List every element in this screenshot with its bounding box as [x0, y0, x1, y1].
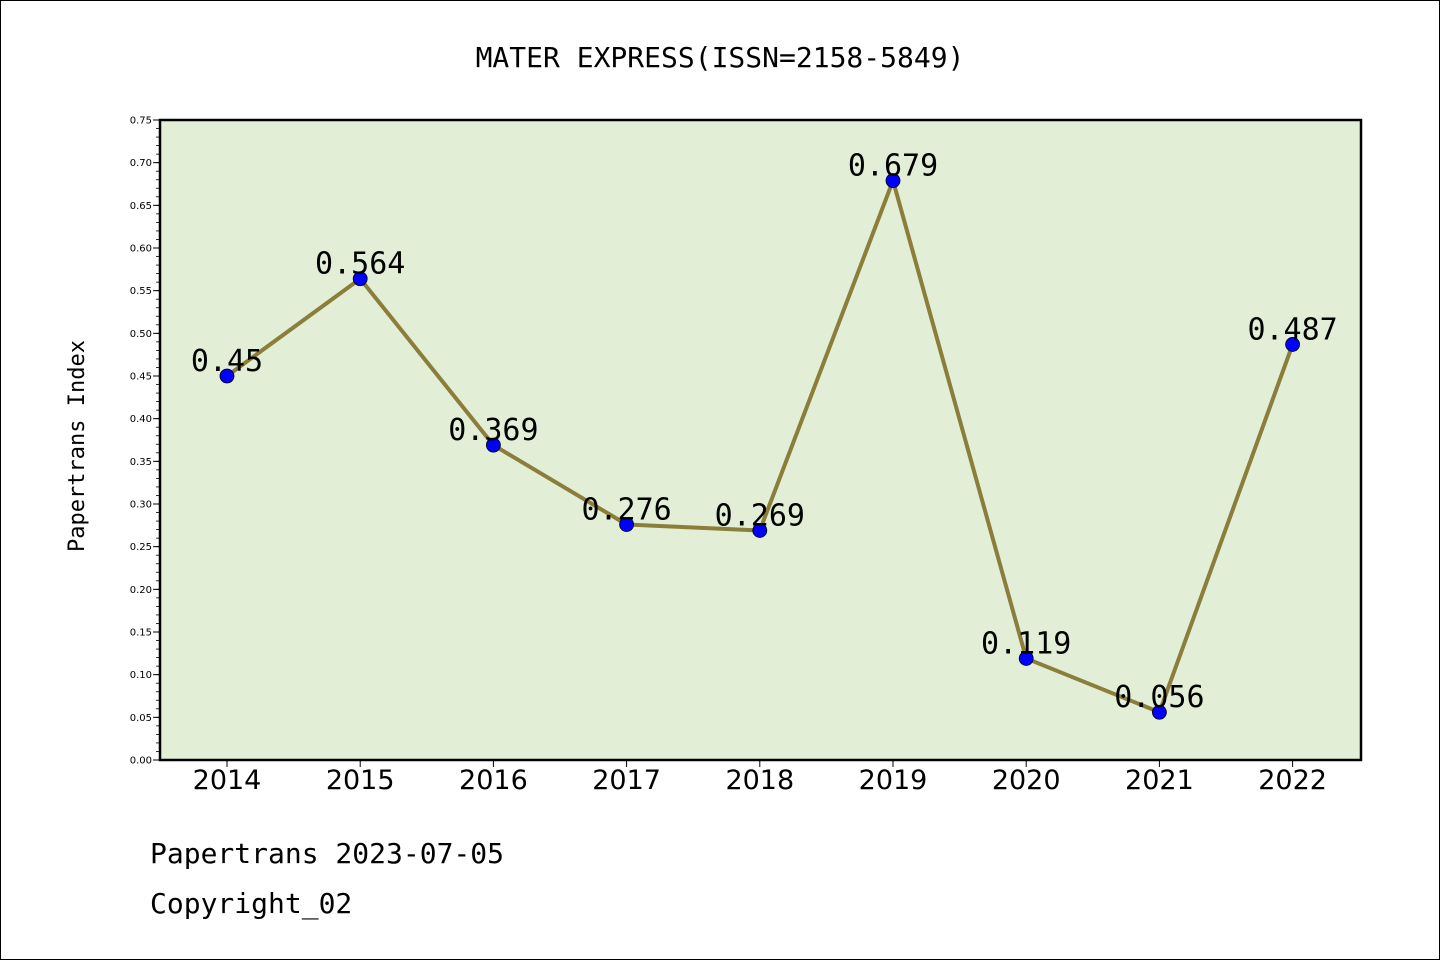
data-label: 0.487: [1247, 312, 1337, 347]
data-point: [752, 523, 768, 538]
y-tick-label: 0.75: [130, 116, 152, 127]
footer-copyright: Copyright_02: [150, 887, 352, 921]
y-tick-label: 0.15: [130, 628, 152, 639]
y-axis-label: Papertrans Index: [65, 340, 90, 552]
x-axis: 2014 2015 2016 2017 2018 2019 2020 2021 2022: [193, 760, 1327, 796]
y-tick-label: 0.40: [130, 414, 152, 425]
data-point: [885, 173, 901, 188]
data-point: [219, 368, 235, 384]
x-tick-label: 2014: [193, 765, 262, 796]
y-tick-label: 0.25: [130, 542, 152, 553]
data-point: [1285, 337, 1300, 352]
x-tick-label: 2018: [725, 765, 794, 796]
data-points: [219, 173, 1300, 720]
data-point: [619, 517, 634, 532]
data-point: [352, 271, 368, 287]
data-label: 0.056: [1114, 680, 1204, 715]
x-tick-label: 2022: [1258, 765, 1327, 796]
data-labels: 0.45 0.564 0.369 0.276 0.269 0.679 0.119 0.056 0…: [191, 149, 1338, 716]
data-label: 0.276: [581, 492, 671, 527]
y-tick-label: 0.50: [130, 329, 152, 340]
y-tick-label: 0.45: [130, 372, 152, 383]
data-point: [485, 437, 501, 453]
y-tick-label: 0.35: [130, 457, 152, 468]
y-tick-label: 0.05: [130, 713, 152, 724]
y-tick-label: 0.55: [130, 286, 152, 297]
x-tick-label: 2015: [326, 765, 395, 796]
y-tick-label: 0.60: [130, 244, 152, 255]
y-axis: 0.00 0.05 0.10 0.15 0.20 0.25 0.30 0.35 0.40 0.45…: [130, 116, 160, 767]
footer-date: Papertrans 2023-07-05: [150, 837, 504, 870]
x-tick-label: 2019: [859, 765, 928, 796]
data-label: 0.269: [715, 498, 805, 533]
y-tick-label: 0.20: [130, 585, 152, 596]
data-label: 0.45: [191, 344, 263, 379]
x-tick-label: 2020: [992, 765, 1061, 796]
data-label: 0.564: [315, 247, 405, 282]
plot-area: [160, 120, 1361, 760]
y-tick-label: 0.30: [130, 500, 152, 511]
data-label: 0.369: [448, 413, 538, 448]
y-tick-label: 0.70: [130, 158, 152, 169]
x-tick-label: 2016: [459, 765, 528, 796]
plot-border: [158, 118, 1363, 762]
data-point: [1018, 651, 1034, 666]
chart-title: MATER EXPRESS(ISSN=2158-5849): [476, 41, 965, 74]
x-tick-label: 2021: [1125, 765, 1194, 796]
x-tick-label: 2017: [592, 765, 661, 796]
y-tick-label: 0.00: [130, 756, 152, 767]
y-tick-label: 0.10: [130, 670, 152, 681]
data-label: 0.119: [981, 626, 1071, 661]
data-label: 0.679: [848, 149, 938, 184]
data-point: [1152, 704, 1167, 720]
y-tick-label: 0.65: [130, 201, 152, 212]
